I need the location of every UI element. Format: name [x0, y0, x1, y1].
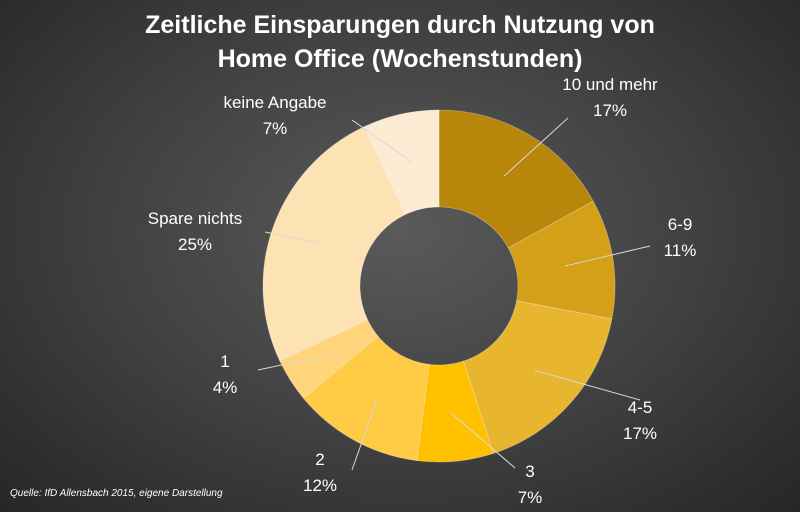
donut-slice-2 [507, 200, 616, 320]
leader-line-5 [351, 397, 379, 471]
slice-label-10-und-mehr: 10 und mehr 17% [520, 72, 700, 124]
leader-line-1 [503, 117, 569, 177]
donut-slice-8 [363, 109, 440, 216]
chart-title-line-2: Home Office (Wochenstunden) [217, 45, 583, 73]
slice-category-label: 6-9 [667, 215, 693, 234]
leader-line-4 [450, 412, 516, 469]
slice-value-label: 11% [663, 241, 697, 260]
slice-value-label: 17% [622, 424, 658, 443]
leader-line-6 [257, 353, 332, 371]
slice-category-label: 4-5 [627, 398, 653, 417]
donut-slice-1 [438, 109, 594, 249]
slice-label-2: 2 12% [290, 447, 350, 499]
slice-category-label: 10 und mehr [562, 75, 658, 94]
donut-slice-7 [262, 126, 406, 362]
donut-slice-5 [302, 335, 430, 462]
donut-slice-4 [416, 360, 494, 463]
slice-value-label: 12% [302, 476, 338, 495]
slice-value-label: 25% [177, 235, 213, 254]
leader-line-8 [351, 119, 412, 162]
slice-category-label: Spare nichts [147, 209, 243, 228]
slice-label-6-9: 6-9 11% [640, 212, 720, 264]
slice-value-label: 4% [212, 378, 238, 397]
slice-category-label: 3 [525, 462, 535, 481]
source-note: Quelle: IfD Allensbach 2015, eigene Dars… [10, 488, 223, 499]
slice-category-label: keine Angabe [223, 93, 327, 112]
donut-slice-3 [462, 300, 613, 454]
slice-label-keine-angabe: keine Angabe 7% [195, 90, 355, 142]
slice-label-1: 1 4% [195, 349, 255, 401]
slice-category-label: 2 [315, 450, 325, 469]
slice-value-label: 17% [592, 101, 628, 120]
leader-line-3 [534, 369, 641, 401]
slice-value-label: 7% [517, 488, 543, 507]
leader-line-2 [564, 245, 651, 267]
donut-slice-6 [279, 319, 379, 399]
slice-label-4-5: 4-5 17% [600, 395, 680, 447]
slice-label-3: 3 7% [500, 459, 560, 511]
slice-category-label: 1 [220, 352, 230, 371]
chart-title-line-1: Zeitliche Einsparungen durch Nutzung von [145, 11, 655, 39]
chart-title: Zeitliche Einsparungen durch Nutzung von… [0, 8, 800, 76]
leader-line-7 [264, 231, 320, 244]
slice-value-label: 7% [262, 119, 288, 138]
slice-label-spare-nichts: Spare nichts 25% [120, 206, 270, 258]
